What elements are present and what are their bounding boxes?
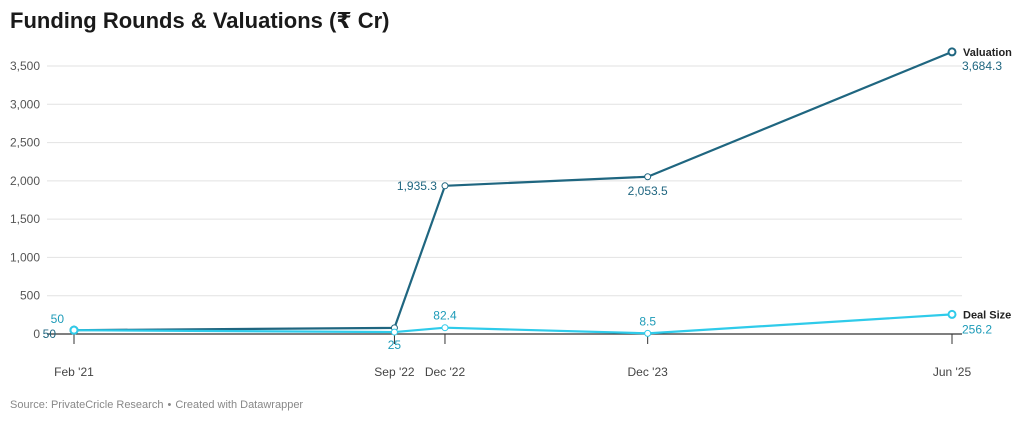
x-tick-label: Dec '22 [425, 365, 466, 379]
data-labels: 50 1,935.3 2,053.5 3,684.3 50 25 82.4 8.5 256.2 V… [43, 47, 1013, 352]
data-point [947, 309, 957, 319]
data-label: 8.5 [639, 314, 656, 328]
y-tick-label: 1,500 [10, 212, 40, 226]
y-tick-label: 0 [33, 327, 40, 341]
x-tick-label: Dec '23 [628, 365, 669, 379]
x-tick-label: Jun '25 [933, 365, 972, 379]
data-point [69, 325, 79, 335]
y-tick-label: 3,500 [10, 59, 40, 73]
x-tick-label: Feb '21 [54, 365, 94, 379]
source-text: Source: PrivateCricle Research [10, 399, 164, 411]
y-tick-label: 1,000 [10, 250, 40, 264]
data-label: 50 [43, 327, 57, 341]
series-lines [69, 47, 957, 337]
grid-lines [47, 65, 962, 297]
credit-text: Created with Datawrapper [175, 399, 304, 411]
data-label: 3,684.3 [962, 59, 1002, 73]
data-point [644, 173, 652, 181]
series-line [73, 313, 953, 335]
data-point [441, 324, 449, 332]
series-name-label: Valuation [963, 47, 1012, 59]
x-tick-label: Sep '22 [374, 365, 415, 379]
y-tick-label: 3,000 [10, 97, 40, 111]
page-title: Funding Rounds & Valuations (₹ Cr) [10, 8, 390, 33]
data-label: 1,935.3 [397, 179, 437, 193]
data-point [947, 47, 957, 57]
data-label: 256.2 [962, 322, 992, 336]
y-tick-label: 2,000 [10, 174, 40, 188]
data-label: 25 [388, 338, 402, 352]
data-point [390, 328, 398, 336]
data-point [644, 329, 652, 337]
y-tick-label: 500 [20, 289, 40, 303]
series-name-label: Deal Size [963, 309, 1011, 321]
series-line [73, 50, 953, 332]
y-tick-label: 2,500 [10, 136, 40, 150]
data-label: 50 [51, 312, 65, 326]
footer-separator: • [167, 399, 172, 411]
axes: 0 500 1,000 1,500 2,000 2,500 3,000 3,500 Feb '2… [10, 59, 972, 379]
chart-footer: Source: PrivateCricle Research • Created w… [10, 399, 303, 411]
data-label: 82.4 [433, 309, 457, 323]
data-point [441, 182, 449, 190]
data-label: 2,053.5 [628, 184, 668, 198]
